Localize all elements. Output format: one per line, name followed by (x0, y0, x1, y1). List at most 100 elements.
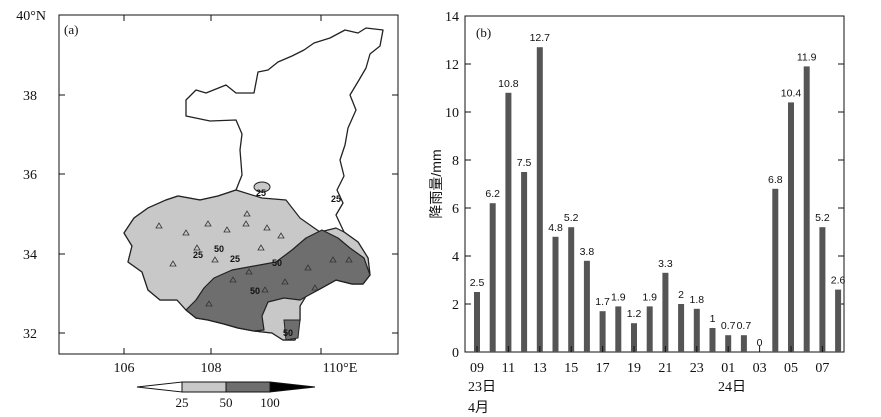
bar (599, 311, 606, 352)
date-label-24: 24日 (718, 380, 746, 395)
y-tick-label: 14 (445, 10, 459, 25)
x-tick-label: 19 (627, 361, 641, 376)
contour-label: 25 (230, 254, 240, 264)
contour-labels: 25 25 50 25 25 50 50 50 (193, 188, 341, 338)
map-y-tick-label: 36 (23, 168, 37, 183)
x-tick-label: 11 (502, 361, 515, 376)
contour-label: 25 (331, 194, 341, 204)
bar (662, 272, 669, 352)
map-panel: (a) 25 25 50 25 25 50 50 50 (16, 9, 399, 410)
map-ticks (59, 15, 398, 354)
bar (615, 306, 622, 352)
bar-value-label: 6.2 (485, 188, 500, 200)
bar (740, 335, 747, 352)
map-y-tick-labels: 40°N 38 36 34 32 (16, 9, 46, 342)
map-y-tick-label: 34 (23, 248, 37, 263)
x-tick-label: 07 (815, 361, 829, 376)
bar (678, 304, 685, 352)
bars: 2.56.210.87.512.74.85.23.81.7 1.91.21.93.… (470, 32, 846, 353)
bar (709, 328, 716, 352)
bar (489, 203, 496, 352)
colorbar-min-triangle (136, 381, 183, 393)
y-tick-label: 12 (445, 58, 459, 73)
y-tick-label: 0 (452, 346, 459, 361)
southern-lobe (283, 319, 301, 341)
bar (646, 306, 653, 352)
x-tick-label: 05 (784, 361, 798, 376)
y-tick-label: 2 (452, 298, 459, 313)
bar (631, 323, 637, 352)
map-x-tick-labels: 106 108 110°E (114, 361, 358, 376)
bar (568, 227, 575, 352)
x-tick-label: 09 (470, 361, 484, 376)
x-tick-label: 23 (690, 361, 704, 376)
colorbar: 25 50 100 (136, 381, 316, 410)
colorbar-max-triangle (269, 381, 316, 393)
bar (772, 188, 779, 352)
bar (505, 92, 512, 353)
bar-value-label: 5.2 (564, 212, 579, 224)
map-x-tick-label: 108 (201, 361, 222, 376)
date-label-month: 4月 (468, 400, 489, 416)
bar-value-label: 6.8 (768, 174, 783, 186)
bar-value-label: 1.9 (642, 291, 657, 303)
contour-patch (253, 181, 271, 193)
colorbar-tick-label: 100 (260, 395, 280, 410)
x-tick-label: 21 (658, 361, 672, 376)
bar-value-label: 0.7 (737, 320, 752, 332)
map-x-tick-label: 106 (114, 361, 135, 376)
bar-value-label: 2 (678, 289, 684, 301)
colorbar-tick-label: 25 (176, 395, 189, 410)
x-tick-label: 01 (721, 361, 735, 376)
bar-value-label: 2.5 (470, 277, 485, 289)
date-label-23: 23日 (468, 380, 496, 395)
x-axis-ticks: 09 11 13 15 17 19 21 23 01 03 05 07 (470, 346, 829, 376)
bar-value-label: 10.4 (781, 87, 802, 99)
bar (693, 308, 700, 352)
bar-value-label: 2.6 (831, 275, 846, 287)
station-markers (155, 210, 353, 307)
y-tick-label: 6 (452, 202, 459, 217)
colorbar-tick-label: 50 (220, 395, 233, 410)
bar-panel-label: (b) (476, 25, 491, 40)
bar-value-label: 5.2 (815, 212, 830, 224)
bar (583, 260, 590, 352)
bar-value-label: 3.3 (658, 258, 673, 270)
bar-value-label: 0 (757, 337, 763, 349)
plot-frame (464, 15, 845, 353)
contour-label: 50 (272, 258, 282, 268)
x-tick-label: 03 (753, 361, 767, 376)
y-tick-label: 8 (452, 154, 459, 169)
bar (474, 292, 480, 352)
contour-label: 25 (193, 250, 203, 260)
bar (536, 47, 543, 352)
y-tick-label: 10 (445, 106, 459, 121)
map-panel-label: (a) (64, 22, 78, 37)
bar-value-label: 0.7 (721, 320, 736, 332)
bar (835, 289, 842, 352)
bar-value-label: 3.8 (580, 246, 595, 258)
bar-value-label: 10.8 (498, 78, 519, 90)
colorbar-segment-50-100 (225, 381, 271, 393)
bar (819, 227, 826, 352)
contour-label: 50 (283, 328, 293, 338)
y-axis-ticks: 0 2 4 6 8 10 12 14 (445, 10, 844, 361)
rain-region-50-100 (185, 229, 371, 332)
map-y-tick-label: 32 (23, 327, 37, 342)
bar (521, 172, 528, 352)
bar-value-label: 12.7 (530, 32, 551, 44)
x-tick-label: 17 (596, 361, 610, 376)
contour-label: 50 (214, 244, 224, 254)
colorbar-segment-25-50 (181, 381, 227, 393)
bar-value-label: 7.5 (517, 157, 532, 169)
contour-label: 50 (250, 286, 260, 296)
y-axis-label: 降雨量/mm (428, 149, 444, 218)
x-tick-label: 13 (533, 361, 547, 376)
bar-chart-panel: (b) 降雨量/mm 0 2 4 6 8 10 12 14 2.5 6.2 10.8 7.5 12.7… (428, 10, 846, 416)
bar-value-label: 1.2 (627, 308, 642, 320)
bar (552, 236, 559, 352)
bar (788, 102, 794, 353)
y-tick-label: 4 (452, 250, 459, 265)
bar-value-label: 1.8 (689, 294, 704, 306)
map-y-tick-label: 40°N (16, 9, 46, 24)
